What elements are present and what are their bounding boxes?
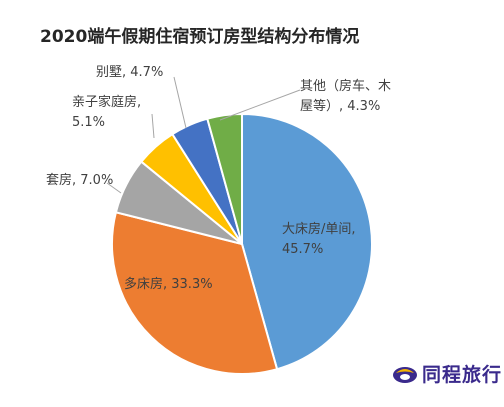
data-label-4: 亲子家庭房, 5.1% bbox=[72, 94, 141, 130]
pie-slice-2 bbox=[111, 211, 279, 375]
chart-title: 2020端午假期住宿预订房型结构分布情况 bbox=[40, 27, 360, 47]
data-label-1: 大床房/单间, 45.7% bbox=[282, 221, 356, 257]
brand-logo-icon bbox=[393, 366, 417, 383]
leader-line-5 bbox=[173, 76, 187, 129]
brand-logo-text: 同程旅行 bbox=[422, 364, 503, 386]
data-label-5: 别墅, 4.7% bbox=[96, 65, 163, 80]
pie-slice-1 bbox=[241, 112, 373, 371]
data-label-2: 多床房, 33.3% bbox=[124, 276, 213, 292]
leader-line-4 bbox=[151, 113, 155, 139]
data-label-6: 其他（房车、木屋等）, 4.3% bbox=[300, 78, 391, 114]
pie-slice-6 bbox=[206, 112, 243, 245]
brand-logo: 同程旅行 bbox=[392, 360, 502, 387]
data-label-3: 套房, 7.0% bbox=[46, 172, 113, 188]
leader-line-6 bbox=[219, 89, 301, 121]
leader-line-3 bbox=[106, 182, 122, 194]
